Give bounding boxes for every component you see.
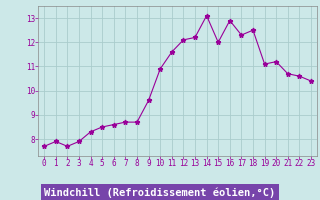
Text: Windchill (Refroidissement éolien,°C): Windchill (Refroidissement éolien,°C) — [44, 188, 276, 198]
